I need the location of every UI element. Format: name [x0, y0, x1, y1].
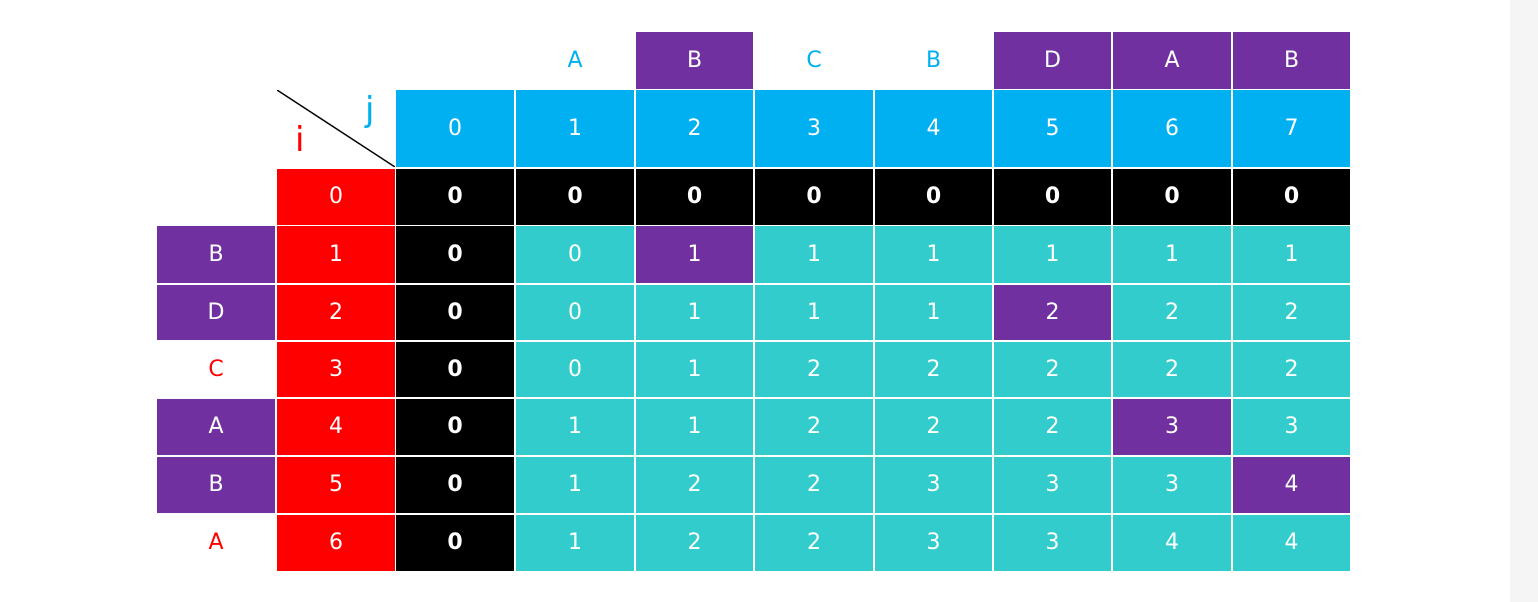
row-index-cell: 4 — [277, 399, 395, 455]
table-cell: 1 — [1233, 226, 1350, 283]
column-index-cell: 0 — [396, 90, 514, 167]
table-cell: 1 — [636, 399, 753, 455]
string-x-char: A — [567, 47, 583, 73]
table-cell: 2 — [1233, 342, 1350, 397]
row-index-cell: 0 — [277, 169, 395, 225]
string-x-char: D — [994, 32, 1111, 89]
row-index-cell: 2 — [277, 285, 395, 340]
table-cell: 1 — [516, 457, 634, 513]
string-x-char: B — [925, 47, 942, 73]
table-cell: 3 — [1233, 399, 1350, 455]
column-index-label: j — [365, 90, 375, 130]
string-y-char: B — [157, 226, 275, 283]
string-x-char: C — [806, 47, 822, 73]
column-index-cell: 6 — [1113, 90, 1231, 167]
table-cell: 1 — [516, 515, 634, 571]
table-cell: 1 — [1113, 226, 1231, 283]
string-y-char: D — [157, 285, 275, 340]
table-cell: 2 — [636, 457, 753, 513]
column-index-cell: 4 — [875, 90, 992, 167]
string-y-char: A — [157, 399, 275, 455]
table-cell: 1 — [875, 226, 992, 283]
table-cell: 0 — [1113, 169, 1231, 225]
table-cell: 4 — [1113, 515, 1231, 571]
table-cell: 0 — [516, 342, 634, 397]
table-cell: 0 — [755, 169, 873, 225]
table-cell: 2 — [755, 515, 873, 571]
page-edge-strip — [1510, 0, 1538, 602]
table-cell: 2 — [1233, 285, 1350, 340]
table-cell: 0 — [396, 285, 514, 340]
table-cell: 2 — [994, 342, 1111, 397]
table-cell: 0 — [396, 457, 514, 513]
table-cell: 0 — [396, 169, 514, 225]
table-cell: 2 — [755, 399, 873, 455]
table-cell: 0 — [516, 226, 634, 283]
table-cell: 0 — [1233, 169, 1350, 225]
table-cell: 2 — [994, 399, 1111, 455]
string-y-char: C — [208, 356, 224, 382]
table-cell: 3 — [994, 515, 1111, 571]
column-index-cell: 5 — [994, 90, 1111, 167]
table-cell: 0 — [396, 226, 514, 283]
table-cell: 0 — [396, 515, 514, 571]
table-cell: 2 — [875, 342, 992, 397]
corner-diagonal-line — [277, 90, 395, 167]
table-corner: j i — [277, 90, 395, 167]
string-y-char: A — [208, 530, 224, 555]
string-x-char: B — [1233, 32, 1350, 89]
row-index-cell: 3 — [277, 342, 395, 397]
column-index-cell: 3 — [755, 90, 873, 167]
table-cell: 3 — [1113, 457, 1231, 513]
table-cell: 0 — [636, 169, 753, 225]
table-cell: 3 — [994, 457, 1111, 513]
row-index-cell: 6 — [277, 515, 395, 571]
table-cell: 1 — [755, 285, 873, 340]
table-cell: 4 — [1233, 457, 1350, 513]
table-cell: 2 — [1113, 285, 1231, 340]
row-index-cell: 1 — [277, 226, 395, 283]
string-x-char: A — [1113, 32, 1231, 89]
table-cell: 0 — [396, 342, 514, 397]
table-cell: 1 — [755, 226, 873, 283]
table-cell: 2 — [636, 515, 753, 571]
table-cell: 1 — [994, 226, 1111, 283]
table-cell: 2 — [755, 457, 873, 513]
column-index-cell: 1 — [516, 90, 634, 167]
row-index-label: i — [295, 120, 305, 160]
string-x-char: B — [636, 32, 753, 89]
row-index-cell: 5 — [277, 457, 395, 513]
string-y-char: B — [157, 457, 275, 513]
table-cell: 1 — [636, 226, 753, 283]
table-cell: 0 — [994, 169, 1111, 225]
table-cell: 0 — [516, 285, 634, 340]
column-index-cell: 7 — [1233, 90, 1350, 167]
table-cell: 2 — [875, 399, 992, 455]
table-cell: 1 — [636, 342, 753, 397]
table-cell: 2 — [755, 342, 873, 397]
table-cell: 2 — [994, 285, 1111, 340]
column-index-cell: 2 — [636, 90, 753, 167]
table-cell: 1 — [636, 285, 753, 340]
table-cell: 3 — [1113, 399, 1231, 455]
table-cell: 3 — [875, 515, 992, 571]
table-cell: 2 — [1113, 342, 1231, 397]
table-cell: 3 — [875, 457, 992, 513]
table-cell: 1 — [516, 399, 634, 455]
table-cell: 1 — [875, 285, 992, 340]
table-cell: 0 — [396, 399, 514, 455]
table-cell: 4 — [1233, 515, 1350, 571]
table-cell: 0 — [516, 169, 634, 225]
table-cell: 0 — [875, 169, 992, 225]
